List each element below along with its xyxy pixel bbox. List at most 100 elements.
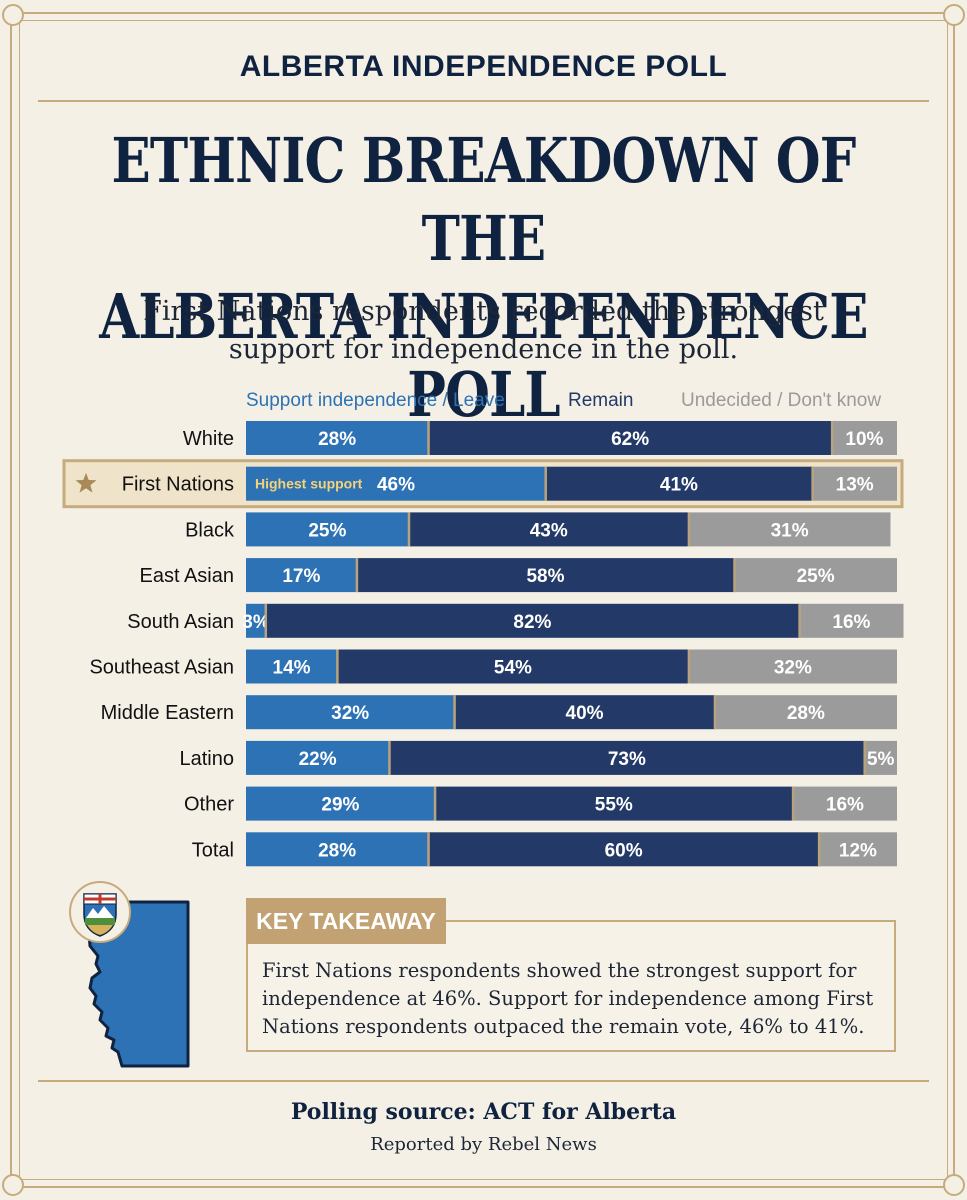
segment-divider bbox=[713, 695, 717, 730]
data-label: 60% bbox=[605, 840, 643, 861]
segment-divider bbox=[427, 832, 430, 867]
category-label: Black bbox=[185, 519, 235, 541]
data-label: 40% bbox=[566, 703, 604, 724]
data-label: 28% bbox=[318, 840, 356, 861]
data-label: 73% bbox=[608, 749, 646, 770]
data-label: 5% bbox=[867, 749, 895, 770]
bar-segment bbox=[792, 786, 897, 821]
segment-divider bbox=[407, 512, 411, 547]
divider bbox=[38, 1080, 929, 1082]
reported-by: Reported by Rebel News bbox=[370, 1134, 597, 1155]
data-label: 17% bbox=[282, 566, 320, 587]
data-label: 14% bbox=[273, 658, 311, 679]
bar-segment bbox=[337, 649, 689, 684]
data-label: 46% bbox=[377, 475, 415, 496]
data-label: 29% bbox=[321, 795, 359, 816]
category-label: Latino bbox=[180, 748, 235, 770]
outer-frame bbox=[10, 12, 955, 1188]
data-label: 25% bbox=[308, 520, 346, 541]
data-label: 32% bbox=[331, 703, 369, 724]
inner-frame bbox=[19, 20, 948, 1180]
bar-segment bbox=[389, 740, 865, 775]
segment-divider bbox=[427, 421, 430, 455]
bar-segment bbox=[831, 421, 897, 455]
divider bbox=[38, 100, 929, 102]
legend-support: Support independence / Leave bbox=[246, 390, 505, 411]
eyebrow-heading: ALBERTA INDEPENDENCE POLL bbox=[239, 50, 728, 83]
polling-source: Polling source: ACT for Alberta bbox=[290, 1099, 677, 1125]
data-label: 62% bbox=[611, 429, 649, 450]
corner-ornament bbox=[2, 1174, 24, 1196]
data-label: 22% bbox=[299, 749, 337, 770]
bar-segment bbox=[265, 603, 800, 638]
bar-segment bbox=[246, 649, 338, 684]
segment-divider bbox=[811, 466, 814, 501]
data-label: 28% bbox=[318, 429, 356, 450]
category-label: White bbox=[183, 428, 234, 450]
bar-segment bbox=[545, 466, 813, 501]
category-label: Middle Eastern bbox=[101, 702, 234, 724]
segment-divider bbox=[733, 558, 736, 593]
legend-undecided: Undecided / Don't know bbox=[681, 390, 882, 411]
bar-segment bbox=[428, 421, 832, 455]
subtitle: First Nations respondents recorded the s… bbox=[0, 293, 967, 369]
bar-segment bbox=[408, 512, 689, 547]
alberta-map-icon bbox=[69, 881, 190, 1068]
bar-segment bbox=[799, 603, 904, 638]
category-label: East Asian bbox=[139, 565, 234, 587]
alberta-shape bbox=[86, 900, 190, 1068]
category-label: First Nations bbox=[122, 474, 234, 496]
bar-segment bbox=[246, 740, 390, 775]
bar-segment bbox=[246, 421, 429, 455]
bar-segment bbox=[246, 466, 546, 501]
segment-divider bbox=[791, 786, 795, 821]
segment-divider bbox=[264, 603, 268, 638]
data-label: 32% bbox=[774, 658, 812, 679]
takeaway-label: KEY TAKEAWAY bbox=[246, 898, 446, 944]
bar-segment bbox=[246, 786, 435, 821]
star-icon bbox=[75, 472, 97, 493]
title-line-2: ALBERTA INDEPENDENCE POLL bbox=[99, 280, 868, 431]
data-label: 54% bbox=[494, 658, 532, 679]
data-label: 28% bbox=[787, 703, 825, 724]
data-label: 41% bbox=[660, 475, 698, 496]
bar-segment bbox=[246, 603, 266, 638]
segment-divider bbox=[433, 786, 437, 821]
bar-segment bbox=[714, 695, 897, 730]
segment-divider bbox=[798, 603, 801, 638]
bar-segment bbox=[246, 832, 429, 867]
category-label: South Asian bbox=[127, 611, 234, 633]
data-label: 25% bbox=[797, 566, 835, 587]
category-label: Other bbox=[184, 794, 234, 816]
title-line-1: ETHNIC BREAKDOWN OF THE bbox=[111, 124, 856, 275]
segment-divider bbox=[388, 740, 391, 775]
category-label: Total bbox=[192, 839, 234, 861]
data-label: 13% bbox=[836, 475, 874, 496]
bar-segment bbox=[434, 786, 793, 821]
segment-divider bbox=[687, 649, 691, 684]
data-label: 16% bbox=[826, 795, 864, 816]
bar-segment bbox=[246, 558, 357, 593]
segment-divider bbox=[687, 512, 691, 547]
segment-divider bbox=[830, 421, 834, 455]
bar-segment bbox=[818, 832, 897, 867]
bar-segment bbox=[454, 695, 715, 730]
segment-divider bbox=[336, 649, 339, 684]
data-label: 3% bbox=[242, 612, 270, 633]
data-label: 31% bbox=[771, 520, 809, 541]
stacked-bar-chart: White 28% 62% 10% First Nations 46% 41% 13% High… bbox=[62, 421, 904, 867]
bar-segment bbox=[428, 832, 819, 867]
corner-ornament bbox=[943, 1174, 965, 1196]
bar-segment bbox=[864, 740, 897, 775]
data-label: 12% bbox=[839, 840, 877, 861]
data-label: 58% bbox=[526, 566, 564, 587]
corner-ornament bbox=[2, 4, 24, 26]
subtitle-line-2: support for independence in the poll. bbox=[228, 334, 739, 365]
data-label: 16% bbox=[832, 612, 870, 633]
segment-divider bbox=[355, 558, 359, 593]
bar-segment bbox=[246, 695, 455, 730]
corner-ornament bbox=[943, 4, 965, 26]
highlight-annotation: Highest support bbox=[255, 476, 363, 492]
segment-divider bbox=[817, 832, 821, 867]
subtitle-line-1: First Nations respondents recorded the s… bbox=[143, 296, 824, 327]
